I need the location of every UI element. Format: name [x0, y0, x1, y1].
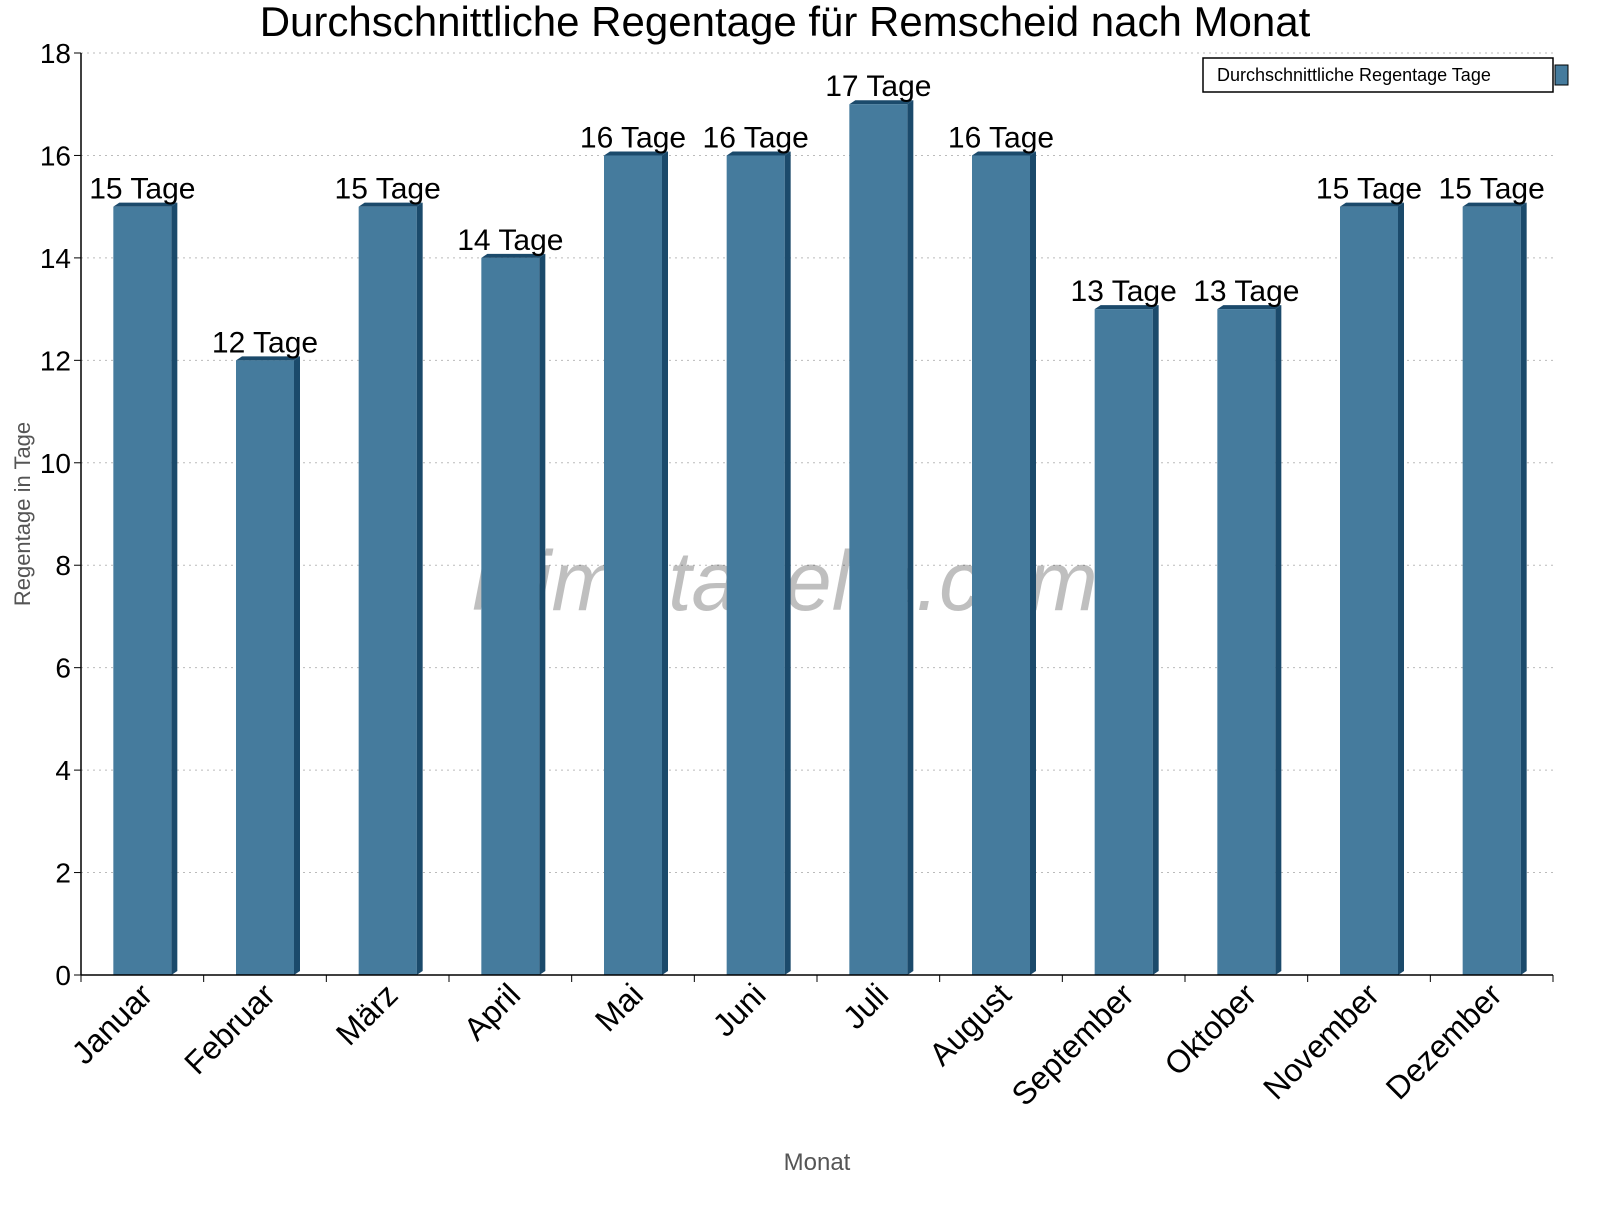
bar-top — [1340, 202, 1404, 207]
bar-group: 13 Tage — [1071, 275, 1177, 976]
bar-top — [481, 253, 546, 258]
legend: Durchschnittliche Regentage Tage — [1202, 57, 1569, 93]
x-tick-label: Juli — [836, 976, 895, 1035]
bar-side — [1520, 202, 1527, 975]
bar — [113, 206, 172, 975]
chart-title: Durchschnittliche Regentage für Remschei… — [260, 0, 1311, 45]
bar-side — [907, 100, 914, 975]
x-tick-label: September — [1004, 976, 1140, 1112]
x-tick-label: August — [922, 976, 1018, 1072]
bar-group: 15 Tage — [1316, 173, 1422, 975]
data-label: 16 Tage — [948, 121, 1054, 154]
bar — [1340, 206, 1398, 975]
x-tick-label: Juni — [706, 976, 773, 1043]
x-tick-label: Dezember — [1379, 976, 1509, 1106]
y-tick-label: 0 — [55, 960, 71, 991]
bar-top — [726, 151, 791, 156]
x-axis-label: Monat — [784, 1149, 851, 1176]
bar-side — [784, 151, 791, 975]
bar-group: 15 Tage — [335, 173, 441, 975]
y-tick-label: 6 — [55, 653, 71, 684]
bar-side — [294, 356, 300, 975]
bar — [604, 155, 662, 975]
y-tick-label: 16 — [40, 140, 71, 171]
x-tick-label: Mai — [588, 976, 650, 1038]
bar-group: 16 Tage — [703, 121, 809, 975]
bar-group: 13 Tage — [1193, 275, 1299, 976]
y-tick-label: 14 — [40, 243, 71, 274]
data-label: 15 Tage — [1439, 173, 1545, 206]
legend-swatch — [1554, 64, 1569, 86]
data-label: 16 Tage — [580, 121, 686, 154]
data-label: 13 Tage — [1071, 275, 1177, 308]
bar-side — [1398, 202, 1404, 975]
x-tick-label: Januar — [65, 976, 160, 1071]
x-tick-label: April — [457, 976, 528, 1047]
bar-top — [1217, 305, 1282, 310]
bar — [1462, 206, 1521, 975]
bar-top — [1094, 305, 1159, 310]
y-tick-label: 12 — [40, 345, 71, 376]
bar-side — [416, 202, 423, 975]
data-label: 15 Tage — [335, 173, 441, 206]
bar-group: 17 Tage — [825, 70, 931, 975]
y-tick-label: 4 — [55, 755, 71, 786]
bar-top — [604, 151, 668, 156]
bar-side — [539, 253, 546, 975]
bar-top — [1462, 202, 1527, 207]
bar — [849, 104, 908, 975]
x-tick-label: März — [329, 976, 405, 1052]
bar-top — [358, 202, 423, 207]
bar-side — [1275, 305, 1282, 976]
bars: 15 Tage 12 Tage 15 Tage 14 Tage 16 Tage 16 Ta… — [89, 70, 1545, 976]
bar-side — [662, 151, 668, 975]
bar-top — [972, 151, 1036, 156]
y-tick-label: 8 — [55, 550, 71, 581]
bar-top — [849, 100, 914, 105]
data-label: 14 Tage — [457, 224, 563, 257]
bar-side — [1152, 305, 1159, 976]
bar-side — [171, 202, 178, 975]
bar — [481, 257, 540, 975]
x-tick-label: Februar — [177, 976, 282, 1081]
bar-top — [236, 356, 300, 361]
bar-group: 14 Tage — [457, 224, 563, 975]
y-tick-label: 2 — [55, 858, 71, 889]
y-tick-label: 10 — [40, 448, 71, 479]
y-tick-label: 18 — [40, 38, 71, 69]
x-tick-label: November — [1256, 976, 1386, 1106]
bar-group: 15 Tage — [1439, 173, 1545, 975]
x-tick-label: Oktober — [1157, 976, 1263, 1082]
bar — [726, 155, 785, 975]
data-label: 15 Tage — [1316, 173, 1422, 206]
legend-box — [1202, 57, 1554, 93]
data-label: 17 Tage — [825, 70, 931, 103]
data-label: 12 Tage — [212, 326, 318, 359]
bar — [358, 206, 417, 975]
data-label: 15 Tage — [89, 173, 195, 206]
bar-group: 12 Tage — [212, 326, 318, 975]
bar-side — [1030, 151, 1036, 975]
bar-group: 15 Tage — [89, 173, 195, 975]
bar — [972, 155, 1030, 975]
bar-group: 16 Tage — [580, 121, 686, 975]
legend-label: Durchschnittliche Regentage Tage — [1217, 65, 1491, 85]
bar — [1094, 309, 1153, 976]
data-label: 13 Tage — [1193, 275, 1299, 308]
y-axis-label: Regentage in Tage — [10, 422, 35, 606]
data-label: 16 Tage — [703, 121, 809, 154]
bar-top — [113, 202, 178, 207]
bar — [1217, 309, 1276, 976]
bar — [236, 360, 294, 975]
bar-group: 16 Tage — [948, 121, 1054, 975]
